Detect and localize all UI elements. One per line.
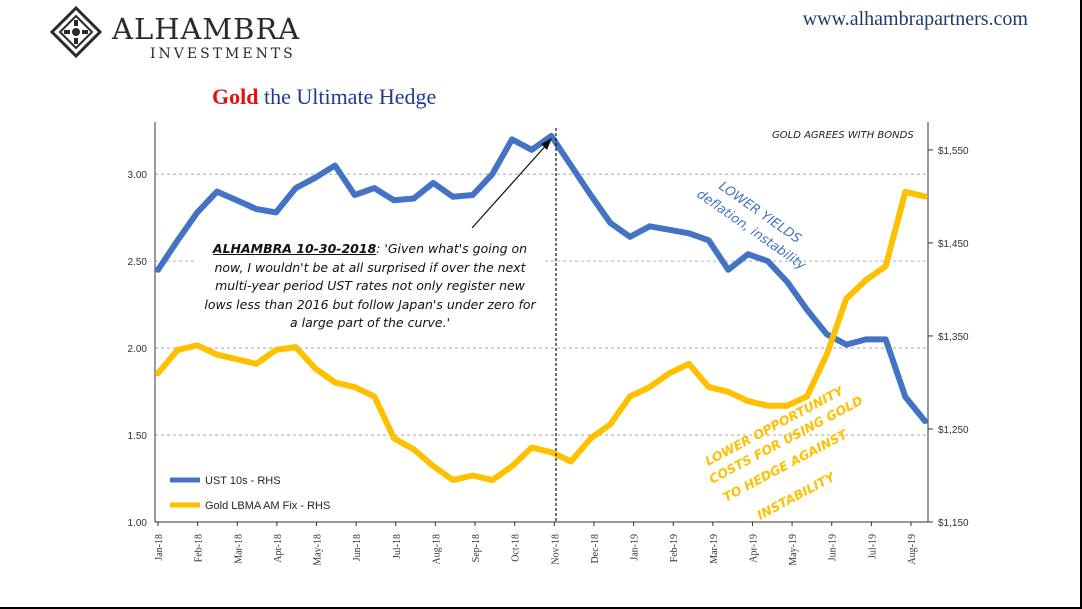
ust-10s-line bbox=[155, 132, 928, 425]
x-tick-label: Sep-18 bbox=[471, 534, 482, 562]
legend-label: Gold LBMA AM Fix - RHS bbox=[205, 500, 330, 512]
x-tick-label: Jul-19 bbox=[867, 534, 878, 559]
y-left-tick-label: 1.00 bbox=[128, 518, 148, 529]
x-tick-label: Jun-19 bbox=[828, 534, 839, 561]
y-left-tick-label: 3.00 bbox=[128, 170, 148, 181]
x-tick-label: Nov-18 bbox=[550, 534, 561, 565]
title-gold-word: Gold bbox=[212, 84, 259, 109]
x-tick-label: Feb-19 bbox=[669, 534, 680, 562]
y-right-tick-label: $1,450 bbox=[938, 239, 969, 250]
note-gold-agrees-bonds: GOLD AGREES WITH BONDS bbox=[772, 130, 914, 141]
annotation-text: : 'Given what's going on now, I wouldn't… bbox=[204, 241, 536, 330]
x-tick-label: Apr-19 bbox=[748, 534, 759, 563]
y-right-tick-label: $1,150 bbox=[938, 518, 969, 529]
annotation-quote: ALHAMBRA 10-30-2018: 'Given what's going… bbox=[196, 238, 544, 335]
y-right-tick-label: $1,250 bbox=[938, 425, 969, 436]
x-tick-label: Oct-18 bbox=[511, 534, 522, 562]
annotation-source: ALHAMBRA 10-30-2018 bbox=[212, 241, 377, 256]
brand-name: ALHAMBRA bbox=[112, 12, 301, 46]
brand-subtitle: INVESTMENTS bbox=[150, 46, 296, 62]
x-tick-label: Jan-19 bbox=[630, 534, 641, 561]
x-tick-label: Jan-18 bbox=[154, 534, 165, 561]
y-left-tick-label: 2.00 bbox=[128, 344, 148, 355]
x-tick-label: Mar-19 bbox=[709, 534, 720, 564]
x-tick-label: Aug-18 bbox=[431, 534, 442, 565]
y-right-tick-label: $1,550 bbox=[938, 146, 969, 157]
x-tick-label: Feb-18 bbox=[194, 534, 205, 562]
title-rest: the Ultimate Hedge bbox=[258, 84, 437, 109]
x-tick-label: May-19 bbox=[788, 534, 799, 566]
y-right-tick-label: $1,350 bbox=[938, 332, 969, 343]
website-url[interactable]: www.alhambrapartners.com bbox=[802, 8, 1028, 30]
y-left-tick-label: 2.50 bbox=[128, 257, 148, 268]
arrow-head bbox=[541, 138, 552, 150]
x-tick-label: Apr-18 bbox=[273, 534, 284, 563]
y-left-tick-label: 1.50 bbox=[128, 431, 148, 442]
x-tick-label: Jun-18 bbox=[352, 534, 363, 561]
x-tick-label: Mar-18 bbox=[233, 534, 244, 564]
annotation-arrow bbox=[471, 141, 550, 229]
x-tick-label: Dec-18 bbox=[590, 534, 601, 563]
legend-label: UST 10s - RHS bbox=[205, 475, 281, 487]
x-tick-label: Jul-18 bbox=[392, 534, 403, 559]
x-tick-label: Aug-19 bbox=[907, 534, 918, 565]
chart-title: Gold the Ultimate Hedge bbox=[212, 84, 436, 110]
alhambra-logo-icon bbox=[50, 6, 102, 58]
x-tick-label: May-18 bbox=[313, 534, 324, 566]
gold-line bbox=[155, 188, 928, 484]
